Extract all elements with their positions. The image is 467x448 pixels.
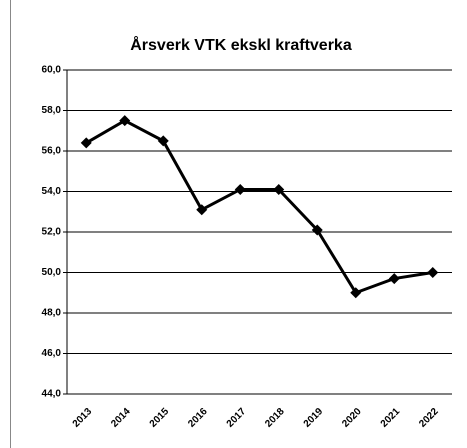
data-point <box>157 135 169 147</box>
x-tick-label: 2013 <box>71 406 95 430</box>
data-point <box>234 183 246 195</box>
y-tick-label: 58,0 <box>42 105 62 116</box>
x-tick-label: 2020 <box>340 406 364 430</box>
data-point <box>350 287 362 299</box>
x-tick-label: 2022 <box>417 406 441 430</box>
x-tick-label: 2021 <box>379 406 403 430</box>
data-point <box>80 137 92 149</box>
x-tick-label: 2016 <box>186 406 210 430</box>
x-tick-label: 2017 <box>225 406 249 430</box>
x-tick-label: 2018 <box>263 406 287 430</box>
chart-title: Årsverk VTK ekskl kraftverka <box>130 35 352 54</box>
x-tick-label: 2015 <box>148 406 172 430</box>
x-tick-label: 2019 <box>302 406 326 430</box>
data-point <box>196 204 208 216</box>
data-point <box>119 115 131 127</box>
y-tick-label: 52,0 <box>42 227 62 238</box>
data-point <box>388 273 400 285</box>
y-tick-label: 50,0 <box>42 267 62 278</box>
data-point <box>311 224 323 236</box>
series-line <box>85 119 433 295</box>
data-point <box>427 267 439 278</box>
data-point <box>273 183 285 195</box>
x-tick-label: 2014 <box>109 406 133 430</box>
y-tick-label: 48,0 <box>42 308 62 319</box>
y-tick-label: 56,0 <box>42 146 62 157</box>
y-tick-label: 60,0 <box>42 65 62 76</box>
y-tick-label: 54,0 <box>42 186 62 197</box>
y-tick-label: 46,0 <box>42 348 62 359</box>
y-tick-label: 44,0 <box>42 389 62 400</box>
